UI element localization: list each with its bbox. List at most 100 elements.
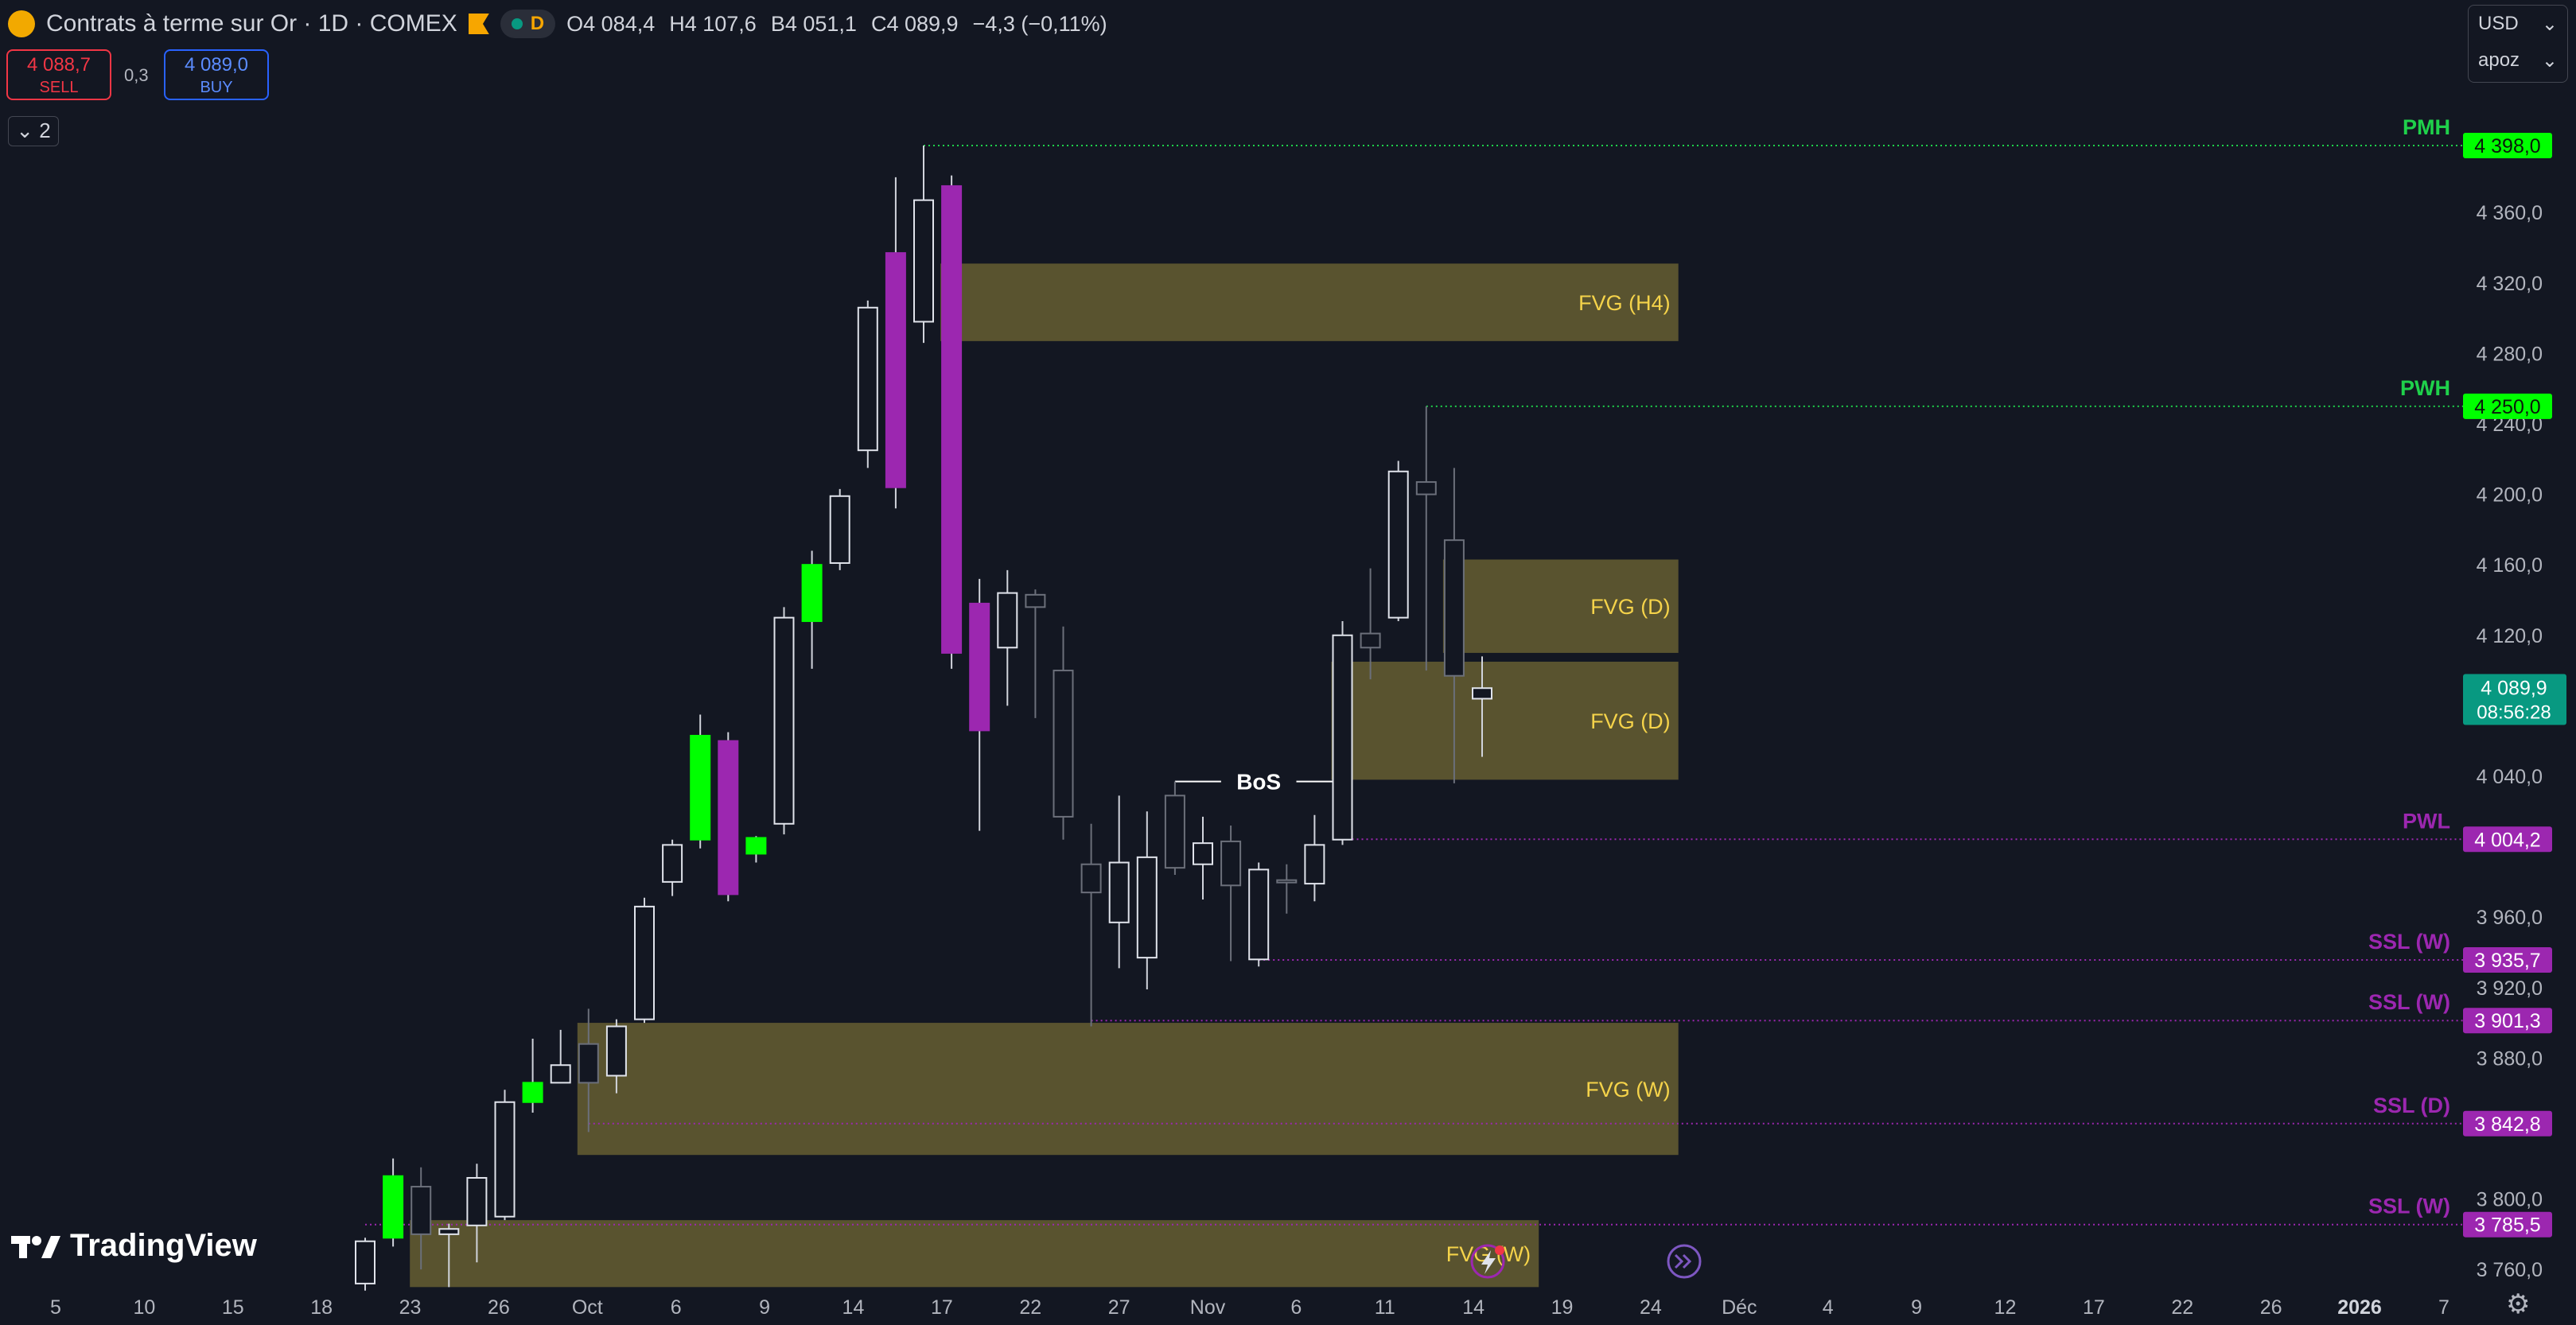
price-tick-label: 4 120,0	[2477, 625, 2543, 647]
level-label: SSL (D)	[2373, 1094, 2450, 1117]
current-price-bg	[2463, 674, 2566, 725]
open-label: O	[566, 11, 584, 36]
currency-select[interactable]: USD ⌄	[2469, 6, 2567, 42]
level-label: SSL (W)	[2368, 990, 2450, 1014]
candle-body	[1080, 863, 1102, 894]
liquidity-levels: PMH PWH PWL SSL (W) SSL (W) SSL (D) SSL (W)	[365, 115, 2463, 1226]
level-tag-bg	[2463, 1110, 2552, 1137]
sell-label: SELL	[39, 79, 79, 96]
bos-label: BoS	[1236, 770, 1281, 795]
level-tags: 4 398,0 4 250,0 4 004,2 3 935,7 3 901,3 3 842…	[2463, 133, 2552, 1238]
buy-price: 4 089,0	[184, 54, 249, 76]
time-tick-label: Déc	[1722, 1296, 1757, 1319]
price-tick-label: 3 920,0	[2477, 977, 2543, 1000]
settings-gear-icon[interactable]: ⚙	[2506, 1289, 2531, 1319]
candle	[494, 1090, 516, 1221]
symbol-logo-icon	[8, 10, 35, 37]
open-value: 4 084,4	[583, 11, 656, 36]
indicators-toggle-button[interactable]: ⌄ 2	[8, 116, 59, 146]
price-tick-label: 3 800,0	[2477, 1189, 2543, 1211]
candle	[1080, 823, 1102, 1027]
time-tick-label: 9	[1911, 1296, 1922, 1319]
candle	[718, 732, 739, 902]
level-tag-label: 3 901,3	[2474, 1010, 2540, 1032]
level-tag-label: 3 842,8	[2474, 1113, 2540, 1136]
low-label: B	[770, 11, 785, 36]
candle	[969, 578, 990, 831]
time-tick-label: 19	[1551, 1296, 1574, 1319]
candle	[550, 1029, 571, 1084]
time-tick-label: 26	[488, 1296, 510, 1319]
candle	[1360, 568, 1381, 680]
price-tick-label: 3 760,0	[2477, 1259, 2543, 1281]
level-tag: 3 935,7	[2463, 946, 2552, 973]
level-tag-bg	[2463, 1211, 2552, 1238]
time-tick-label: 24	[1640, 1296, 1662, 1319]
candle	[690, 714, 711, 849]
level-tag-bg	[2463, 826, 2552, 853]
level-label: PWL	[2403, 809, 2450, 833]
sell-price: 4 088,7	[26, 54, 91, 76]
market-status-pill[interactable]: D	[500, 10, 556, 38]
currency-value: USD	[2478, 13, 2519, 34]
high-label: H	[669, 11, 685, 36]
time-tick-label: 6	[671, 1296, 682, 1319]
candle-body	[438, 1228, 460, 1235]
candle	[745, 836, 767, 863]
time-axis: 5 10 15 18 23 26 Oct 6 9 14 17 22 27 Nov 6 11 14 19 24 Déc 4…	[50, 1296, 2450, 1319]
candle	[1276, 864, 1298, 914]
candle	[383, 1158, 404, 1247]
candle-body	[1415, 481, 1437, 495]
candle	[1220, 825, 1242, 962]
market-badge: D	[530, 13, 545, 34]
level-label: PMH	[2403, 115, 2450, 139]
candle	[605, 1019, 627, 1094]
candle-body	[1136, 856, 1158, 959]
level-label: SSL (W)	[2368, 1195, 2450, 1218]
candle	[1248, 862, 1270, 967]
candle	[1304, 814, 1325, 902]
scroll-to-realtime-icon	[1667, 1244, 1702, 1279]
candle-body	[997, 592, 1018, 649]
candle	[578, 1008, 599, 1133]
candle-body	[801, 564, 823, 623]
buy-button[interactable]: 4 089,0 BUY	[164, 49, 269, 100]
candle-body	[494, 1101, 516, 1218]
candle	[1415, 406, 1437, 671]
candle-body	[1053, 670, 1074, 818]
candle-body	[662, 844, 683, 883]
candle	[1193, 816, 1213, 900]
notification-dot	[1495, 1245, 1504, 1255]
unit-select[interactable]: apoz ⌄	[2469, 42, 2567, 79]
candle-body	[1332, 634, 1353, 841]
candle	[438, 1223, 460, 1288]
candle-body	[1387, 470, 1409, 619]
fvg-zone-label: FVG (W)	[1586, 1078, 1670, 1102]
level-tag-label: 4 004,2	[2474, 829, 2540, 851]
candle	[885, 177, 906, 509]
buy-label: BUY	[200, 79, 233, 96]
tradingview-logo[interactable]: TradingView	[11, 1228, 257, 1264]
time-tick-label: 11	[1375, 1296, 1395, 1319]
candle-body	[383, 1175, 404, 1239]
candle-body	[1443, 539, 1465, 677]
candle-body	[1108, 861, 1130, 923]
time-tick-label: 2026	[2337, 1296, 2382, 1319]
fvg-zone	[1442, 559, 1679, 653]
candle-body	[857, 306, 878, 452]
flag-icon[interactable]	[468, 14, 489, 34]
candle-body	[1248, 868, 1270, 961]
level-tag: 4 004,2	[2463, 826, 2552, 853]
market-open-icon	[511, 18, 523, 29]
time-tick-label: 12	[1994, 1296, 2017, 1319]
fvg-zone	[410, 1220, 1539, 1288]
candles	[355, 146, 1492, 1291]
level-tag: 3 785,5	[2463, 1211, 2552, 1238]
level-tag: 4 398,0	[2463, 133, 2552, 158]
scroll-icon-ring	[1667, 1244, 1702, 1279]
level-tag-bg	[2463, 946, 2552, 973]
time-tick-label: 14	[1462, 1296, 1485, 1319]
symbol-title[interactable]: Contrats à terme sur Or · 1D · COMEX	[46, 10, 457, 37]
sell-button[interactable]: 4 088,7 SELL	[6, 49, 111, 100]
